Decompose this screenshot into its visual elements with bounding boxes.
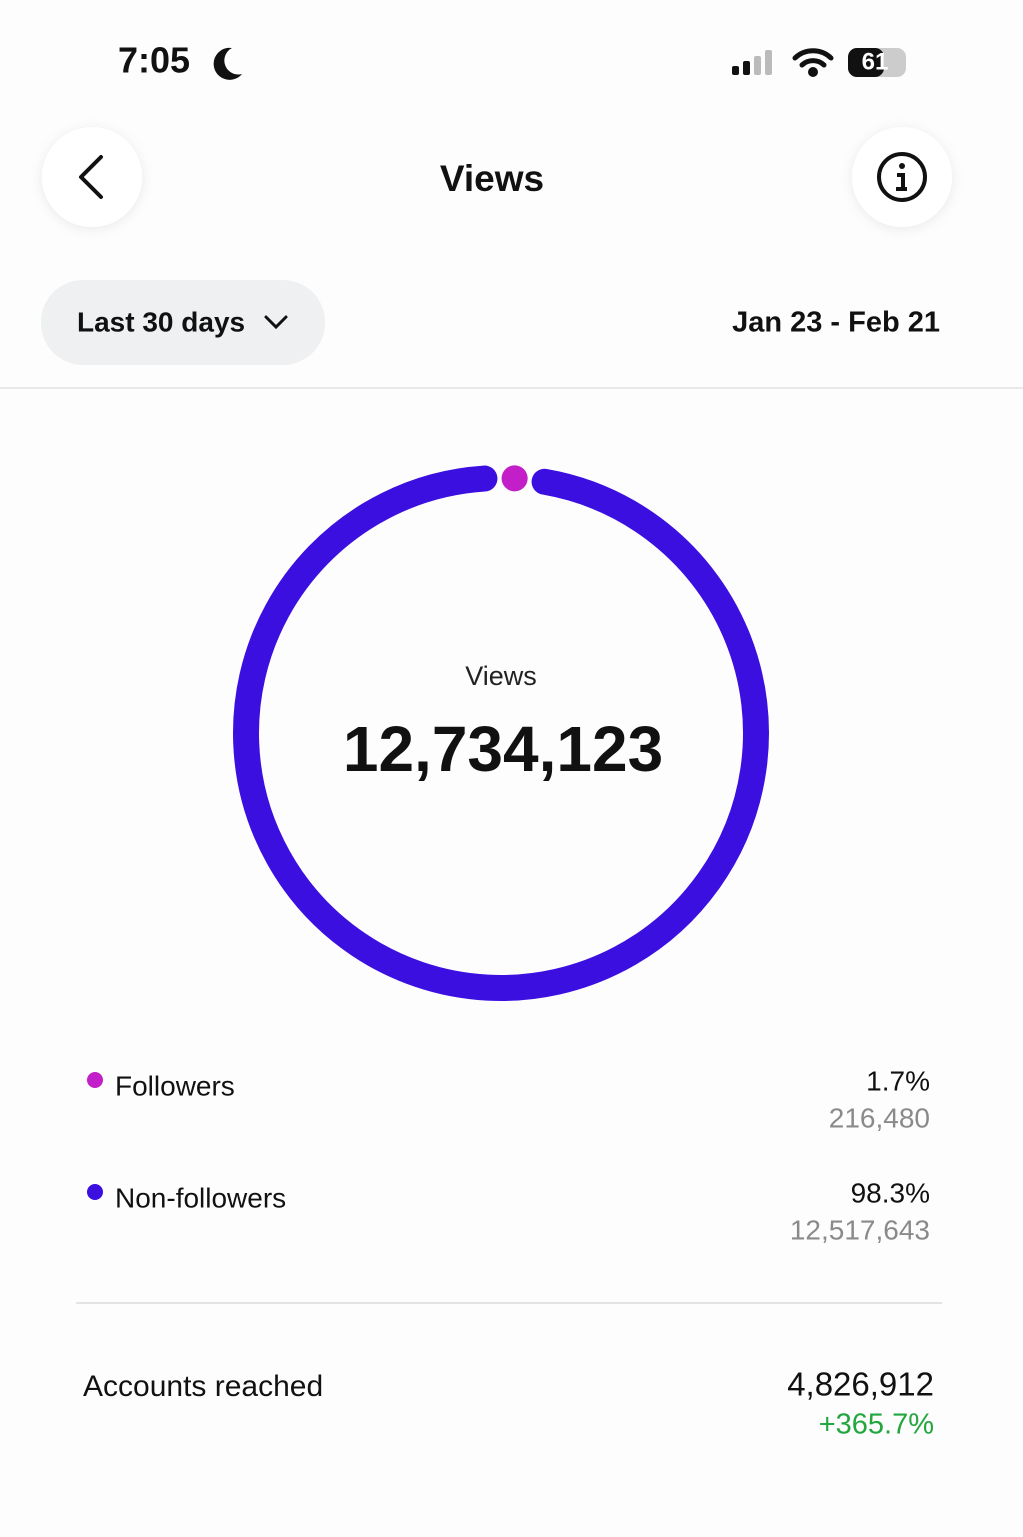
legend-count: 216,480 [829,1102,930,1133]
legend-count: 12,517,643 [790,1214,930,1245]
back-button[interactable] [42,127,142,227]
signal-icon [732,50,772,75]
summary-label: Accounts reached [83,1370,323,1403]
date-range: Jan 23 - Feb 21 [732,307,940,339]
moon-icon [213,47,242,80]
back-icon [79,155,103,199]
legend-label: Non-followers [115,1182,286,1213]
info-dot [899,163,905,169]
status-time: 7:05 [118,40,190,81]
range-label: Last 30 days [77,306,245,337]
info-stem [896,173,907,191]
legend-dot [87,1072,103,1088]
summary-change: +365.7% [819,1409,934,1441]
dropdown-chevron [264,315,288,330]
legend-dot [87,1184,103,1200]
battery-text: 61 [862,48,889,75]
center-label: Views [465,661,537,691]
wifi-icon [792,48,834,77]
summary-value: 4,826,912 [787,1366,934,1403]
page-title: Views [440,158,544,199]
donut-segment [233,465,769,1001]
legend-percent: 98.3% [851,1177,930,1208]
battery-level [848,48,884,77]
info-icon [877,152,927,202]
legend-label: Followers [115,1070,235,1101]
legend-percent: 1.7% [866,1065,930,1096]
range-dropdown[interactable] [41,280,325,365]
center-value: 12,734,123 [343,713,663,785]
